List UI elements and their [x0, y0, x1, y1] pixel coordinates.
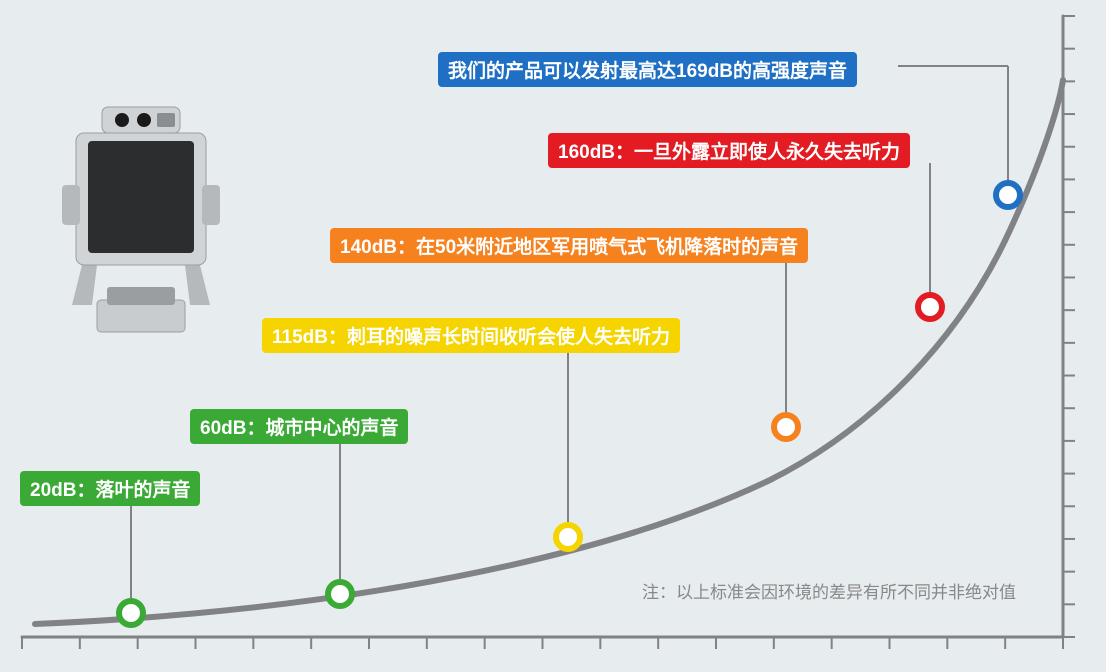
marker-m60 — [328, 582, 352, 606]
label-20db: 20dB：落叶的声音 — [20, 471, 200, 506]
label-169db: 我们的产品可以发射最高达169dB的高强度声音 — [438, 52, 857, 87]
marker-m115 — [556, 525, 580, 549]
label-140db: 140dB：在50米附近地区军用喷气式飞机降落时的声音 — [330, 228, 808, 263]
marker-m140 — [774, 415, 798, 439]
footnote: 注：以上标准会因环境的差异有所不同并非绝对值 — [642, 578, 1016, 603]
label-160db: 160dB：一旦外露立即使人永久失去听力 — [548, 133, 910, 168]
label-115db: 115dB：刺耳的噪声长时间收听会使人失去听力 — [262, 318, 680, 353]
marker-m169 — [996, 183, 1020, 207]
marker-m160 — [918, 295, 942, 319]
chart-area: 我们的产品可以发射最高达169dB的高强度声音 160dB：一旦外露立即使人永久… — [0, 0, 1106, 672]
marker-m20 — [119, 601, 143, 625]
label-60db: 60dB：城市中心的声音 — [190, 409, 408, 444]
